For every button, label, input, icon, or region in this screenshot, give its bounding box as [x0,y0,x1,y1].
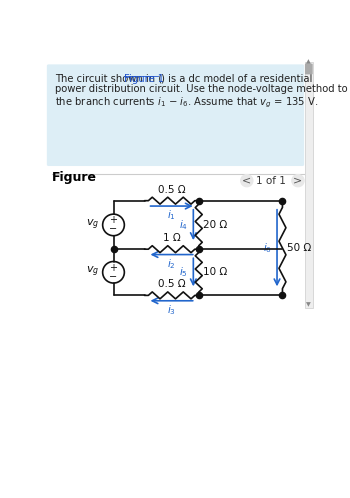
Text: 0.5 Ω: 0.5 Ω [158,185,186,195]
Text: 0.5 Ω: 0.5 Ω [158,279,186,289]
Text: 50 Ω: 50 Ω [287,243,312,253]
Text: $i_2$: $i_2$ [167,257,176,271]
Text: $v_g$: $v_g$ [86,265,99,279]
Point [196,197,202,205]
Text: $i_6$: $i_6$ [262,241,272,255]
Text: $i_1$: $i_1$ [167,208,176,222]
Text: $i_5$: $i_5$ [179,265,188,279]
Text: power distribution circuit. Use the node-voltage method to find: power distribution circuit. Use the node… [55,84,350,95]
Text: ▲: ▲ [307,60,311,65]
Text: $i_4$: $i_4$ [179,218,188,232]
Text: >: > [293,176,303,186]
Circle shape [292,174,304,187]
FancyBboxPatch shape [305,62,313,308]
Text: ▼: ▼ [307,302,311,307]
Text: <: < [242,176,251,186]
Text: −: − [110,272,118,282]
Text: Figure: Figure [51,171,97,184]
Text: Figure 1: Figure 1 [124,74,164,84]
Text: 1 of 1: 1 of 1 [256,176,286,186]
Point [111,245,116,253]
Text: +: + [110,263,118,273]
Text: +: + [110,216,118,226]
Text: $i_3$: $i_3$ [167,303,176,317]
Text: $v_g$: $v_g$ [86,218,99,232]
Point [280,197,285,205]
Text: 10 Ω: 10 Ω [203,267,228,277]
FancyBboxPatch shape [47,64,304,166]
Point [280,291,285,299]
Text: the branch currents $i_1$ $-$ $i_6$. Assume that $v_g$ = 135 V.: the branch currents $i_1$ $-$ $i_6$. Ass… [55,95,318,110]
Point [196,245,202,253]
Circle shape [240,174,253,187]
Text: 20 Ω: 20 Ω [203,220,228,230]
Text: −: − [110,225,118,235]
Point [196,291,202,299]
Text: The circuit shown in (: The circuit shown in ( [55,74,162,84]
Text: 1 Ω: 1 Ω [163,233,181,243]
Text: ) is a dc model of a residential: ) is a dc model of a residential [161,74,312,84]
FancyBboxPatch shape [305,64,313,74]
